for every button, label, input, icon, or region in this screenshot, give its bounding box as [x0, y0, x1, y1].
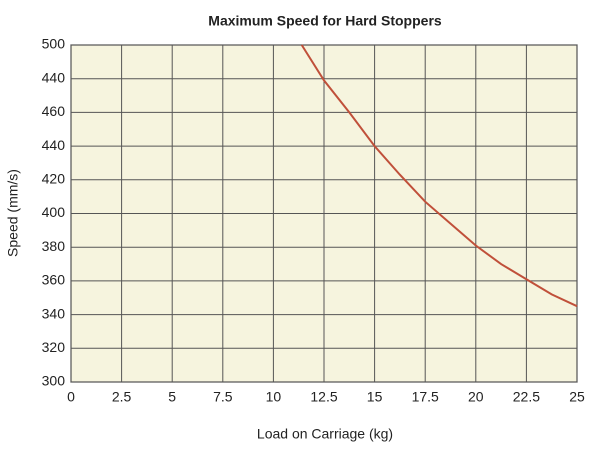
x-tick-label: 15 — [367, 389, 383, 405]
y-tick-label: 440 — [42, 137, 66, 153]
y-tick-label: 320 — [42, 339, 66, 355]
y-tick-label: 420 — [42, 171, 66, 187]
y-tick-label: 340 — [42, 305, 66, 321]
x-tick-label: 20 — [468, 389, 484, 405]
x-tick-label: 2.5 — [112, 389, 132, 405]
x-tick-label: 0 — [67, 389, 75, 405]
y-tick-label: 460 — [42, 103, 66, 119]
y-tick-label: 400 — [42, 204, 66, 220]
y-tick-label: 440 — [42, 69, 66, 85]
y-tick-label: 380 — [42, 238, 66, 254]
x-tick-label: 22.5 — [513, 389, 540, 405]
x-tick-label: 25 — [569, 389, 585, 405]
y-tick-label: 300 — [42, 373, 66, 389]
x-tick-label: 10 — [266, 389, 282, 405]
x-tick-label: 7.5 — [213, 389, 233, 405]
x-tick-label: 12.5 — [310, 389, 337, 405]
chart-title: Maximum Speed for Hard Stoppers — [208, 13, 442, 29]
y-axis-label: Speed (mm/s) — [5, 169, 21, 257]
y-tick-label: 360 — [42, 272, 66, 288]
x-axis-label: Load on Carriage (kg) — [257, 426, 393, 442]
x-tick-label: 17.5 — [412, 389, 439, 405]
x-tick-label: 5 — [168, 389, 176, 405]
y-tick-label: 500 — [42, 36, 66, 52]
data-line — [300, 44, 578, 308]
